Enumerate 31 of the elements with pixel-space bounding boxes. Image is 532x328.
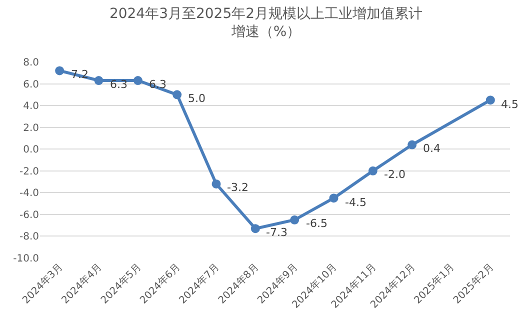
point <box>329 194 338 203</box>
data-label: -2.0 <box>384 168 406 181</box>
point <box>486 96 495 105</box>
data-label: -7.3 <box>266 226 288 239</box>
y-tick-label: -4.0 <box>19 188 39 200</box>
y-tick-label: -10.0 <box>13 254 39 264</box>
point <box>250 224 260 234</box>
data-label: 6.3 <box>110 78 128 91</box>
point <box>55 66 64 76</box>
y-tick-label: -6.0 <box>19 210 39 221</box>
point <box>408 140 417 150</box>
y-tick-label: 6.0 <box>23 79 39 90</box>
y-tick-label: -8.0 <box>19 232 39 243</box>
data-label: 0.4 <box>423 142 440 155</box>
point <box>368 166 378 176</box>
point <box>290 215 300 224</box>
y-tick-label: 8.0 <box>23 58 39 68</box>
point <box>133 76 142 86</box>
data-label: -6.5 <box>306 217 328 230</box>
data-label: 4.5 <box>501 98 518 111</box>
point <box>94 76 104 86</box>
y-tick-label: 2.0 <box>23 122 39 134</box>
data-label: -4.5 <box>345 196 366 209</box>
data-label: -3.2 <box>227 181 248 194</box>
point <box>172 90 182 100</box>
y-tick-label: -2.0 <box>19 166 39 178</box>
y-tick-label: 4.0 <box>23 101 39 112</box>
y-tick-label: 0.0 <box>23 144 39 156</box>
chart-title: 2024年3月至2025年2月规模以上工业增加值累计增速（%） <box>109 6 423 40</box>
point <box>212 179 221 188</box>
data-label: 5.0 <box>188 92 206 105</box>
